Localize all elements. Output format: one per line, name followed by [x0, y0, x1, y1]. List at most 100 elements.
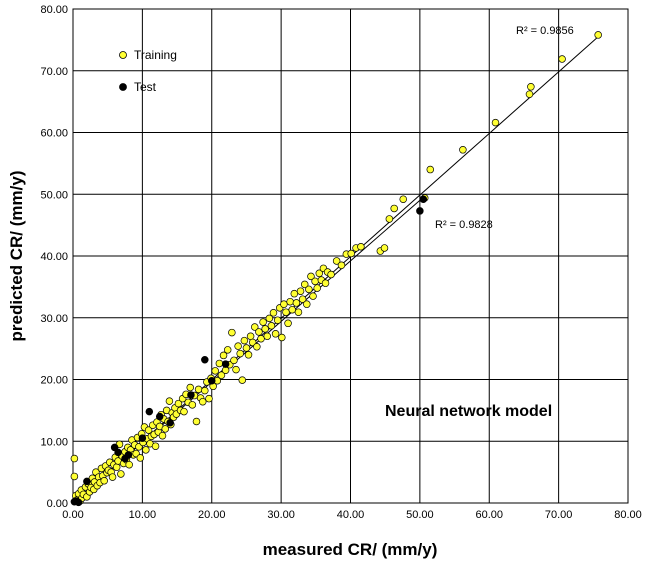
training-point — [198, 397, 207, 406]
x-tick-label: 20.00 — [198, 509, 226, 521]
training-point — [125, 460, 133, 469]
training-point — [347, 249, 355, 258]
training-point — [558, 55, 566, 63]
y-tick-label: 50.00 — [40, 189, 68, 201]
training-point — [251, 323, 259, 331]
test-point — [201, 355, 209, 364]
training-point — [309, 292, 317, 300]
training-point — [296, 287, 305, 295]
training-point — [174, 399, 183, 408]
training-point — [158, 431, 167, 440]
x-tick-label: 40.00 — [337, 509, 365, 521]
training-point — [236, 349, 244, 358]
training-point — [273, 316, 282, 324]
training-point — [269, 309, 278, 317]
x-tick-label: 50.00 — [406, 509, 434, 521]
training-point — [303, 300, 311, 308]
training-point — [313, 284, 321, 292]
legend-marker-training — [119, 51, 127, 59]
x-axis-title: measured CR/ (mm/y) — [263, 540, 438, 559]
test-point — [74, 498, 83, 507]
y-tick-label: 0.00 — [47, 498, 68, 510]
training-point — [70, 454, 79, 463]
training-point — [380, 244, 389, 252]
test-points — [70, 195, 428, 507]
training-point — [238, 376, 247, 384]
training-point — [332, 257, 341, 265]
training-point — [117, 470, 125, 478]
training-point — [217, 371, 226, 379]
y-tick-label: 70.00 — [40, 66, 68, 78]
training-point — [215, 359, 224, 368]
x-tick-label: 80.00 — [614, 509, 642, 521]
x-tick-label: 0.00 — [62, 509, 83, 521]
training-point — [267, 322, 276, 330]
training-point — [265, 314, 274, 323]
training-point — [192, 417, 201, 426]
training-point — [219, 351, 228, 360]
training-point — [259, 318, 267, 326]
test-point — [208, 376, 216, 385]
y-tick-label: 80.00 — [40, 4, 68, 16]
training-point — [180, 407, 188, 416]
training-point — [223, 346, 232, 354]
x-tick-label: 70.00 — [545, 509, 573, 521]
training-point — [165, 397, 174, 405]
training-point — [459, 146, 467, 154]
training-point — [298, 295, 307, 303]
training-point — [244, 351, 253, 359]
legend-label-test: Test — [134, 80, 157, 94]
test-point — [221, 360, 230, 368]
training-point — [263, 332, 272, 341]
training-point — [282, 308, 290, 316]
training-point — [290, 289, 299, 298]
training-point — [240, 336, 249, 345]
training-point — [228, 328, 236, 337]
legend-marker-test — [119, 83, 127, 91]
training-point — [255, 328, 263, 336]
training-point — [288, 305, 296, 314]
training-point — [305, 285, 313, 294]
x-tick-label: 10.00 — [129, 509, 157, 521]
training-point — [201, 386, 209, 395]
training-point — [315, 269, 324, 278]
training-point — [385, 215, 394, 223]
r2-annotation-training: R² = 0.9856 — [516, 25, 574, 37]
training-point — [311, 277, 319, 286]
test-point — [155, 412, 164, 421]
r2-annotation-test: R² = 0.9828 — [435, 219, 493, 231]
training-point — [278, 333, 286, 342]
model-label: Neural network model — [385, 403, 552, 420]
training-point — [108, 473, 117, 481]
x-tick-labels: 0.00 10.00 20.00 30.00 40.00 50.00 60.00 70.00 8… — [62, 509, 641, 521]
test-point — [138, 434, 147, 442]
training-point — [594, 31, 602, 39]
training-point — [112, 463, 121, 471]
training-point — [70, 472, 79, 481]
x-tick-label: 60.00 — [475, 509, 503, 521]
training-point — [300, 280, 309, 289]
training-point — [205, 394, 213, 403]
training-point — [280, 300, 288, 308]
training-point — [151, 442, 160, 450]
training-point — [292, 299, 301, 307]
training-point — [426, 165, 435, 174]
test-point — [124, 451, 133, 459]
training-point — [142, 446, 150, 454]
test-point — [145, 407, 154, 416]
training-point — [321, 279, 330, 287]
training-point — [234, 342, 242, 350]
test-point — [419, 195, 428, 203]
y-tick-label: 40.00 — [40, 251, 68, 263]
x-tick-label: 30.00 — [267, 509, 295, 521]
y-tick-labels: 0.00 10.00 20.00 30.00 40.00 50.00 60.00 70.00 8… — [40, 4, 68, 510]
training-point — [327, 270, 335, 279]
training-point — [194, 385, 203, 394]
training-point — [242, 344, 251, 352]
test-point — [416, 207, 424, 215]
training-point — [271, 330, 280, 338]
y-tick-label: 20.00 — [40, 375, 68, 387]
training-point — [294, 308, 303, 316]
training-point — [230, 356, 238, 365]
